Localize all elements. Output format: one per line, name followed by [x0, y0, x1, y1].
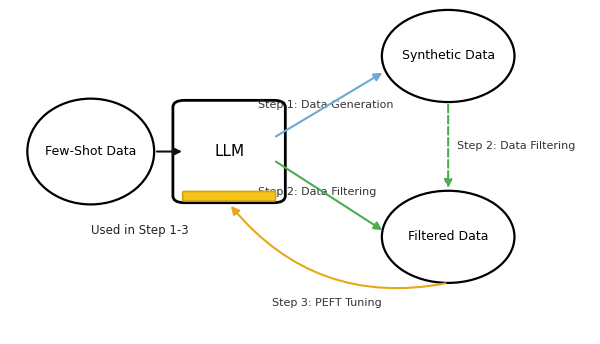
FancyBboxPatch shape [173, 100, 286, 203]
Text: Filtered Data: Filtered Data [408, 230, 488, 243]
Text: Step 2: Data Filtering: Step 2: Data Filtering [457, 141, 575, 151]
Text: LLM: LLM [214, 144, 244, 159]
Text: Step 1: Data Generation: Step 1: Data Generation [258, 100, 394, 110]
Text: Used in Step 1-3: Used in Step 1-3 [91, 224, 188, 237]
Ellipse shape [382, 10, 514, 102]
FancyBboxPatch shape [182, 192, 275, 201]
Text: Step 2: Data Filtering: Step 2: Data Filtering [258, 187, 376, 197]
Ellipse shape [382, 191, 514, 283]
Ellipse shape [28, 99, 154, 204]
Text: Step 3: PEFT Tuning: Step 3: PEFT Tuning [272, 298, 382, 308]
Text: Synthetic Data: Synthetic Data [401, 50, 495, 63]
Text: Few-Shot Data: Few-Shot Data [45, 145, 136, 158]
